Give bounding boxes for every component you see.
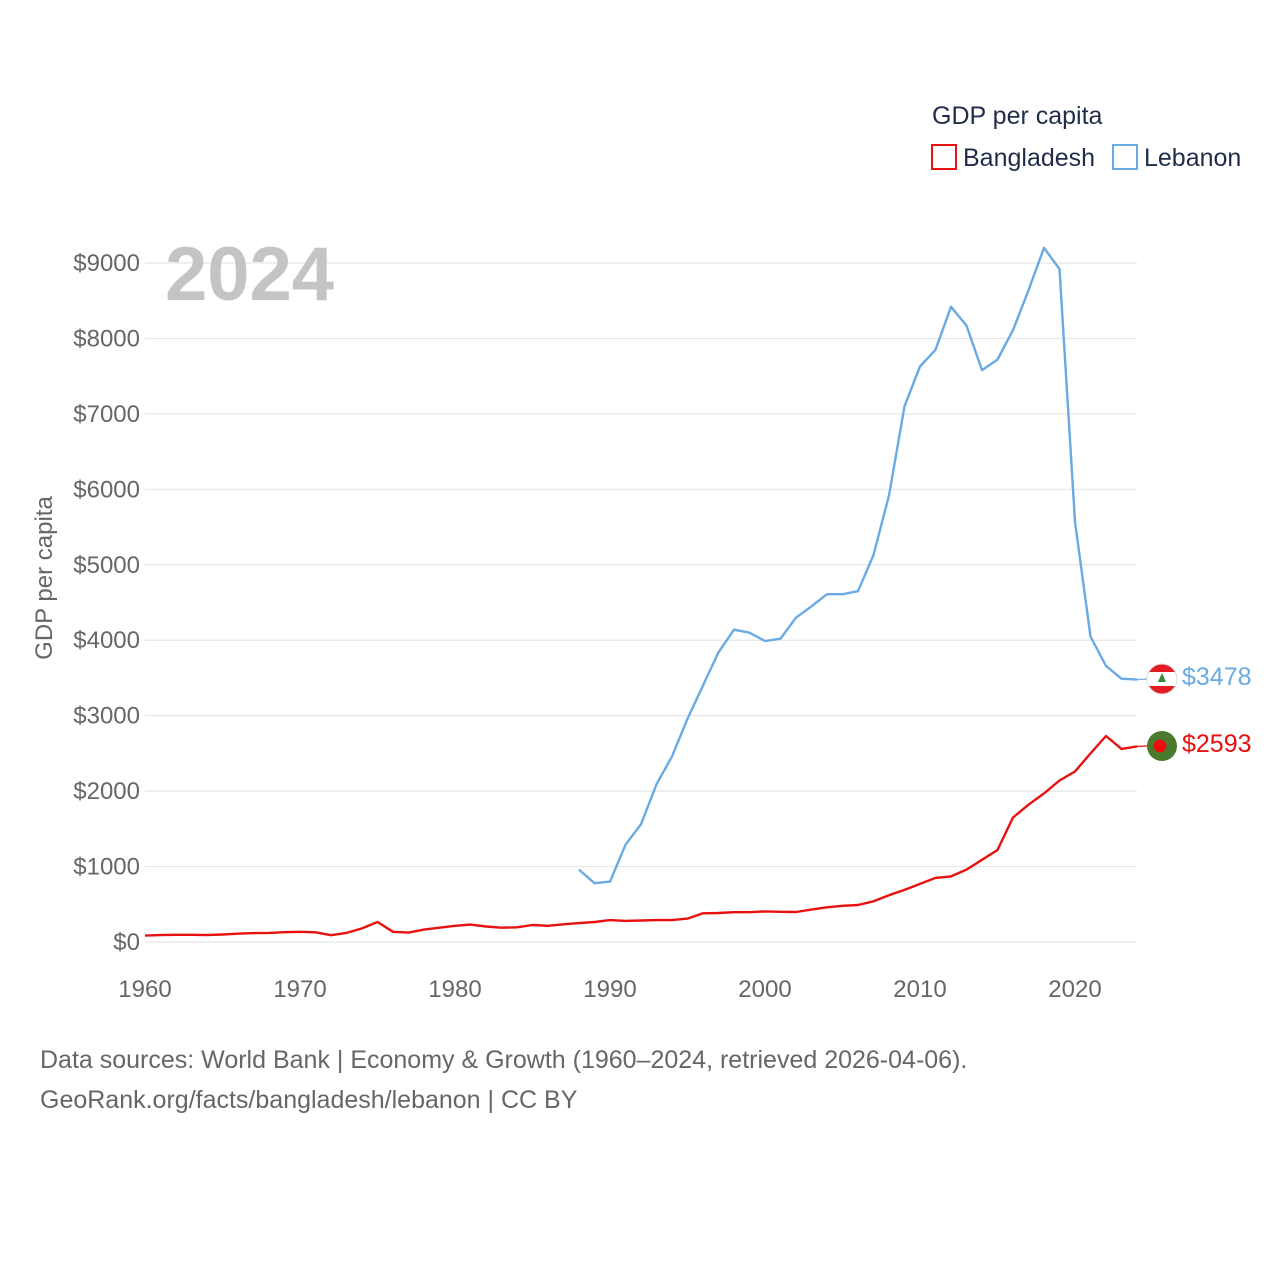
x-tick-label: 2020 [1048,976,1101,1003]
end-label-bangladesh: $2593 [1182,730,1252,758]
y-tick-label: $7000 [73,401,140,428]
y-tick-label: $2000 [73,778,140,805]
lebanon-flag-icon [1146,663,1178,695]
year-overlay: 2024 [165,232,334,317]
series-lines [144,246,1148,937]
x-tick-label: 1990 [583,976,636,1003]
legend-label-lebanon: Lebanon [1144,144,1241,172]
legend-item-bangladesh[interactable]: Bangladesh [931,144,1095,172]
legend-label-bangladesh: Bangladesh [963,144,1095,172]
y-tick-label: $4000 [73,627,140,654]
x-tick-label: 2010 [893,976,946,1003]
bangladesh-flag-icon [1147,731,1177,761]
legend-swatch-lebanon [1112,144,1138,170]
y-axis-label: GDP per capita [31,496,58,660]
data-source-note: Data sources: World Bank | Economy & Gro… [40,1040,967,1120]
x-tick-label: 1960 [118,976,171,1003]
y-tick-label: $1000 [73,854,140,881]
end-label-lebanon: $3478 [1182,663,1252,691]
y-axis-ticks: $0 $1000 $2000 $3000 $4000 $5000 $6000 $7000 $80… [73,250,140,956]
legend: GDP per capita Bangladesh Lebanon [931,102,1241,172]
gridlines [145,262,1137,943]
y-tick-label: $8000 [73,325,140,352]
x-tick-label: 2000 [738,976,791,1003]
x-tick-label: 1980 [428,976,481,1003]
end-connector-lebanon [1136,678,1148,681]
y-tick-label: $5000 [73,552,140,579]
series-line-bangladesh[interactable] [144,734,1138,937]
source-line-2[interactable]: GeoRank.org/facts/bangladesh/lebanon | C… [40,1086,578,1114]
x-axis-ticks: 1960 1970 1980 1990 2000 2010 2020 [118,976,1101,1003]
y-tick-label: $9000 [73,250,140,277]
y-tick-label: $6000 [73,476,140,503]
gdp-chart: $0 $1000 $2000 $3000 $4000 $5000 $6000 $7000 $80… [31,102,1252,1003]
legend-swatch-bangladesh [931,144,957,170]
legend-title: GDP per capita [932,102,1103,130]
x-tick-label: 1970 [273,976,326,1003]
series-line-lebanon[interactable] [578,246,1138,885]
y-tick-label: $0 [113,929,140,956]
legend-item-lebanon[interactable]: Lebanon [1112,144,1241,172]
y-tick-label: $3000 [73,703,140,730]
source-line-1: Data sources: World Bank | Economy & Gro… [40,1046,968,1074]
